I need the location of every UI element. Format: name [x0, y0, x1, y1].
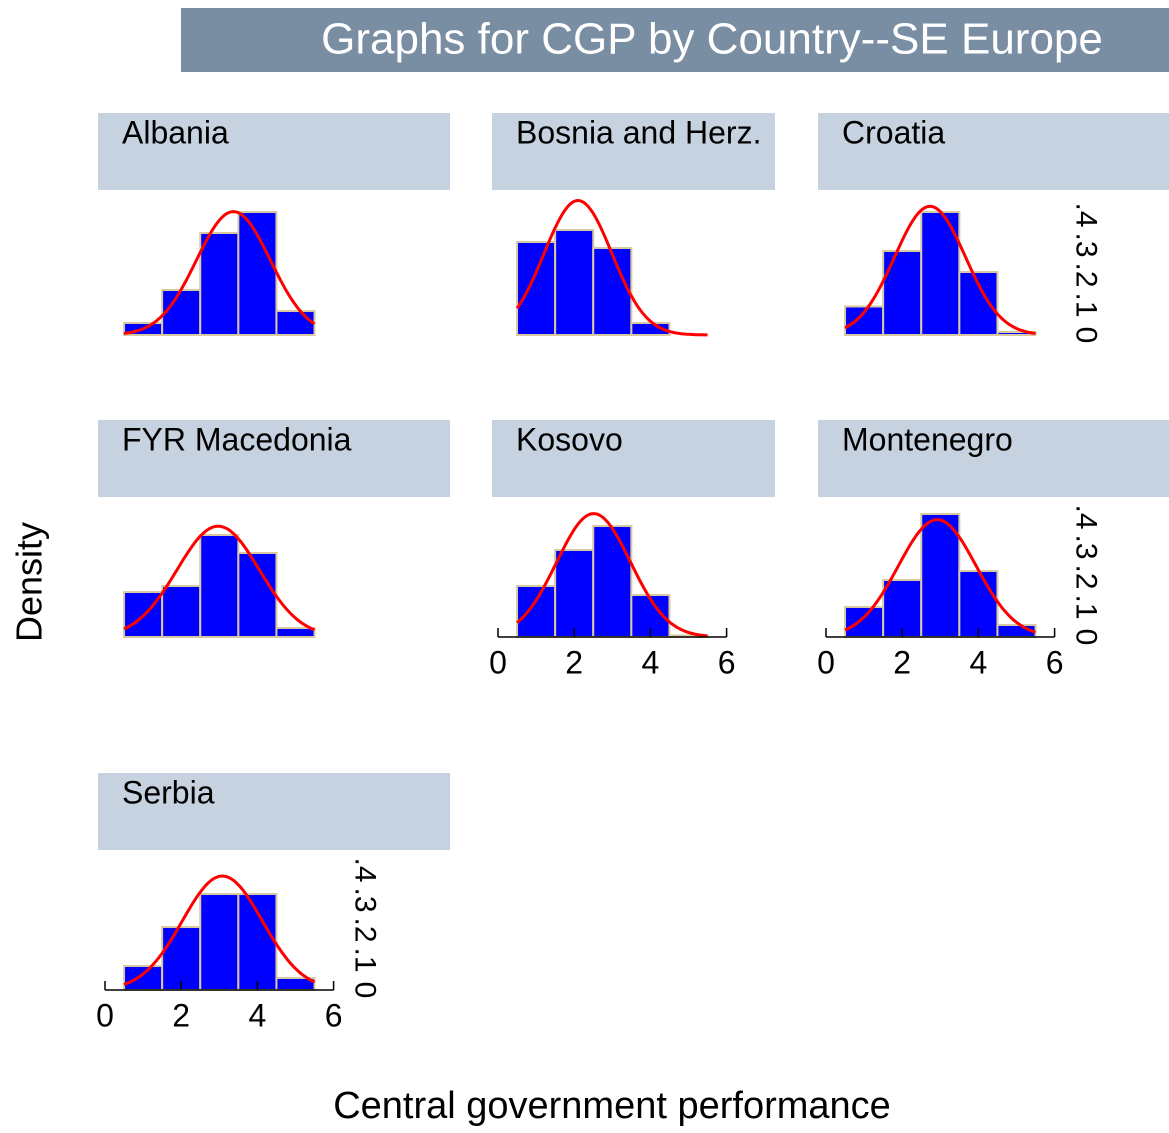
y-tick-label: .2: [349, 917, 382, 942]
panel-header: [818, 113, 1169, 190]
bar: [516, 585, 557, 638]
normal-curve: [844, 518, 1036, 634]
panel-title: Kosovo: [516, 421, 623, 457]
bar: [123, 965, 164, 991]
y-tick-label: .3: [1070, 534, 1103, 559]
bar: [237, 893, 278, 991]
y-tick-label: .1: [1070, 594, 1103, 619]
y-tick-label: .2: [1070, 564, 1103, 589]
bar: [996, 331, 1037, 336]
y-tick-label: .1: [349, 947, 382, 972]
panel-title: Serbia: [122, 774, 215, 810]
bar: [844, 606, 885, 638]
bar: [237, 552, 278, 638]
x-tick-label: 6: [1046, 644, 1064, 680]
panel-header: [98, 773, 450, 850]
panel-title: Bosnia and Herz.: [516, 114, 761, 150]
normal-curve: [516, 512, 708, 638]
y-tick-label: .3: [349, 887, 382, 912]
y-tick-label: .4: [349, 857, 382, 882]
bar: [199, 534, 240, 638]
bar: [275, 627, 316, 638]
panel-title: Croatia: [842, 114, 945, 150]
x-tick-label: 0: [817, 644, 835, 680]
x-tick-label: 0: [489, 644, 507, 680]
bar: [958, 570, 999, 638]
x-tick-label: 4: [642, 644, 660, 680]
panel-header: [492, 420, 775, 497]
y-axis-label: Density: [9, 522, 50, 642]
bar: [516, 241, 557, 336]
y-tick-label: .3: [1070, 232, 1103, 257]
normal-curve: [123, 874, 316, 986]
bar: [592, 247, 633, 336]
x-tick-label: 2: [565, 644, 583, 680]
x-axis-label: Central government performance: [333, 1085, 891, 1127]
bar: [882, 579, 923, 638]
bar: [920, 513, 961, 638]
panel-title: FYR Macedonia: [122, 421, 352, 457]
bar: [882, 250, 923, 336]
x-tick-label: 4: [249, 997, 267, 1033]
panel-header: [98, 420, 450, 497]
normal-curve: [123, 524, 316, 632]
normal-curve: [123, 210, 316, 335]
bar: [161, 289, 202, 336]
title-banner: [181, 8, 1169, 72]
x-tick-label: 0: [96, 997, 114, 1033]
y-tick-label: 0: [1070, 327, 1103, 344]
y-tick-label: 0: [349, 982, 382, 999]
bar: [275, 310, 316, 336]
x-tick-label: 2: [893, 644, 911, 680]
bar: [161, 585, 202, 638]
normal-curve: [844, 204, 1036, 335]
panel-header: [98, 113, 450, 190]
x-tick-label: 4: [970, 644, 988, 680]
bar: [199, 232, 240, 336]
y-tick-label: .4: [1070, 202, 1103, 227]
chart-title: Graphs for CGP by Country--SE Europe: [321, 15, 1103, 64]
x-tick-label: 6: [718, 644, 736, 680]
y-tick-label: 0: [1070, 629, 1103, 646]
panel-header: [492, 113, 775, 190]
y-tick-label: .1: [1070, 292, 1103, 317]
x-tick-label: 2: [172, 997, 190, 1033]
y-tick-label: .2: [1070, 262, 1103, 287]
bar: [554, 229, 595, 336]
bar: [592, 525, 633, 638]
bar: [237, 211, 278, 336]
y-tick-label: .4: [1070, 504, 1103, 529]
panel-header: [818, 420, 1169, 497]
x-tick-label: 6: [325, 997, 343, 1033]
bar: [554, 549, 595, 638]
bar: [199, 893, 240, 991]
panel-title: Montenegro: [842, 421, 1013, 457]
bar: [161, 926, 202, 991]
panel-title: Albania: [122, 114, 229, 150]
normal-curve: [515, 198, 708, 337]
